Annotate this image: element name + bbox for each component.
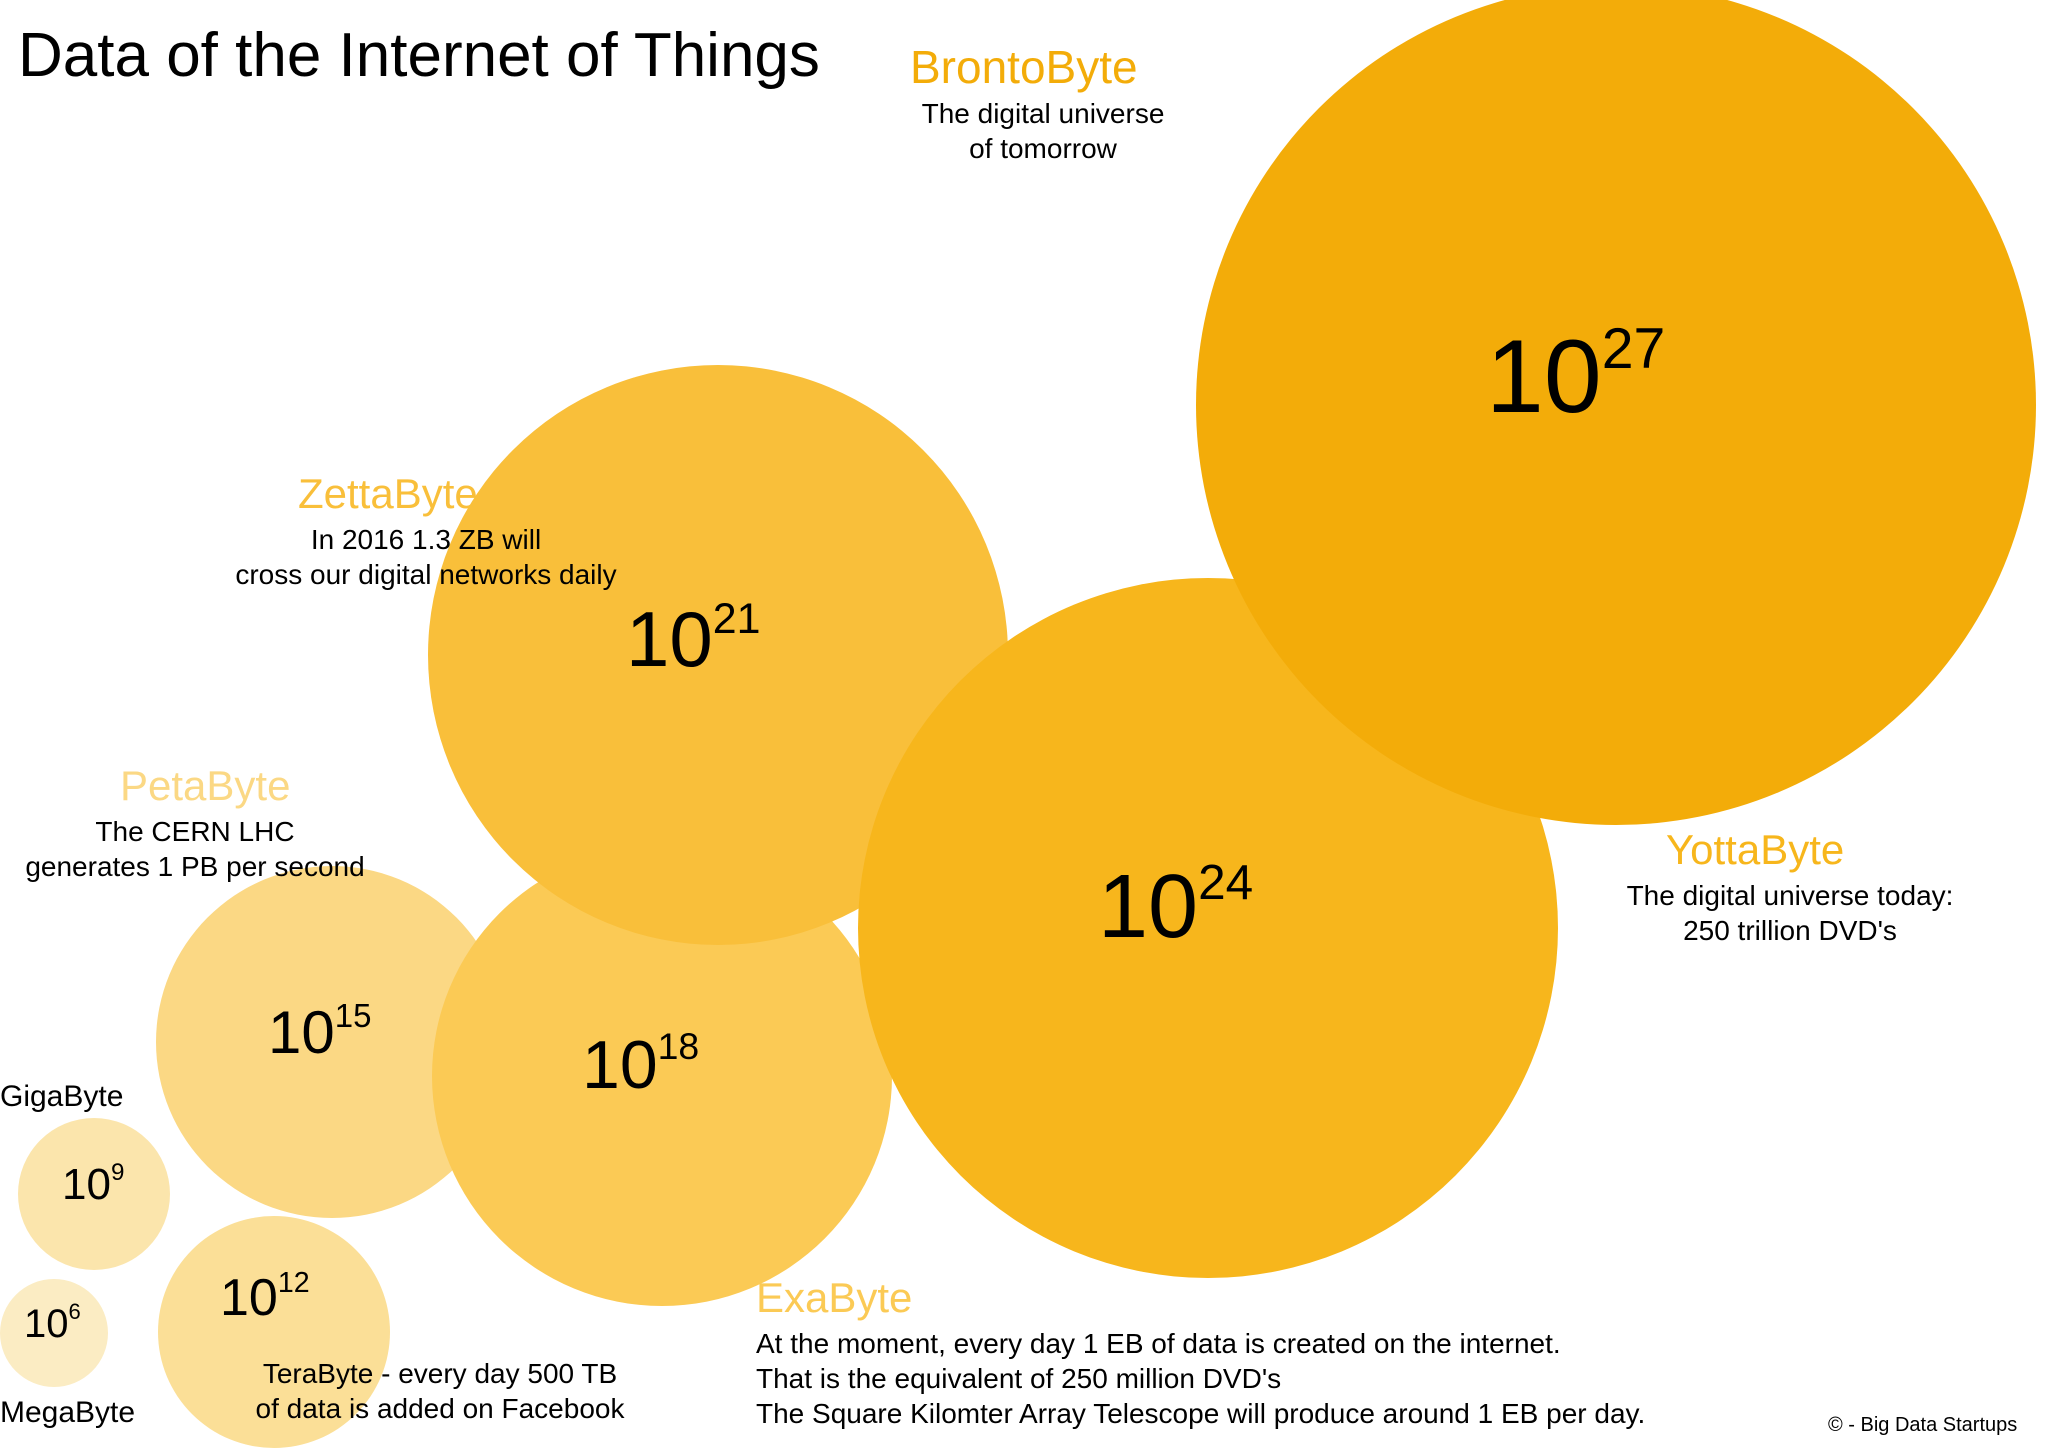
title-exabyte: ExaByte — [756, 1274, 912, 1322]
title-brontobyte: BrontoByte — [910, 40, 1138, 94]
title-gigabyte: GigaByte — [0, 1080, 123, 1114]
infographic-stage: Data of the Internet of Things 106 109 1… — [0, 0, 2048, 1448]
title-zettabyte: ZettaByte — [298, 470, 478, 518]
desc-terabyte: TeraByte - every day 500 TBof data is ad… — [220, 1356, 660, 1426]
page-title: Data of the Internet of Things — [18, 20, 820, 91]
power-zettabyte: 1021 — [626, 594, 760, 685]
title-yottabyte: YottaByte — [1666, 826, 1844, 874]
title-megabyte: MegaByte — [0, 1396, 135, 1430]
credit-text: © - Big Data Startups — [1828, 1414, 2017, 1437]
power-brontobyte: 1027 — [1486, 318, 1665, 437]
desc-zettabyte: In 2016 1.3 ZB willcross our digital net… — [196, 522, 656, 592]
power-gigabyte: 109 — [62, 1160, 124, 1210]
desc-exabyte: At the moment, every day 1 EB of data is… — [756, 1326, 1856, 1431]
power-terabyte: 1012 — [220, 1268, 310, 1328]
desc-brontobyte: The digital universeof tomorrow — [888, 96, 1198, 166]
power-petabyte: 1015 — [268, 998, 371, 1067]
desc-petabyte: The CERN LHCgenerates 1 PB per second — [0, 814, 390, 884]
power-yottabyte: 1024 — [1098, 856, 1253, 959]
title-petabyte: PetaByte — [120, 762, 290, 810]
power-megabyte: 106 — [24, 1302, 81, 1347]
desc-yottabyte: The digital universe today:250 trillion … — [1580, 878, 2000, 948]
power-exabyte: 1018 — [582, 1026, 699, 1104]
